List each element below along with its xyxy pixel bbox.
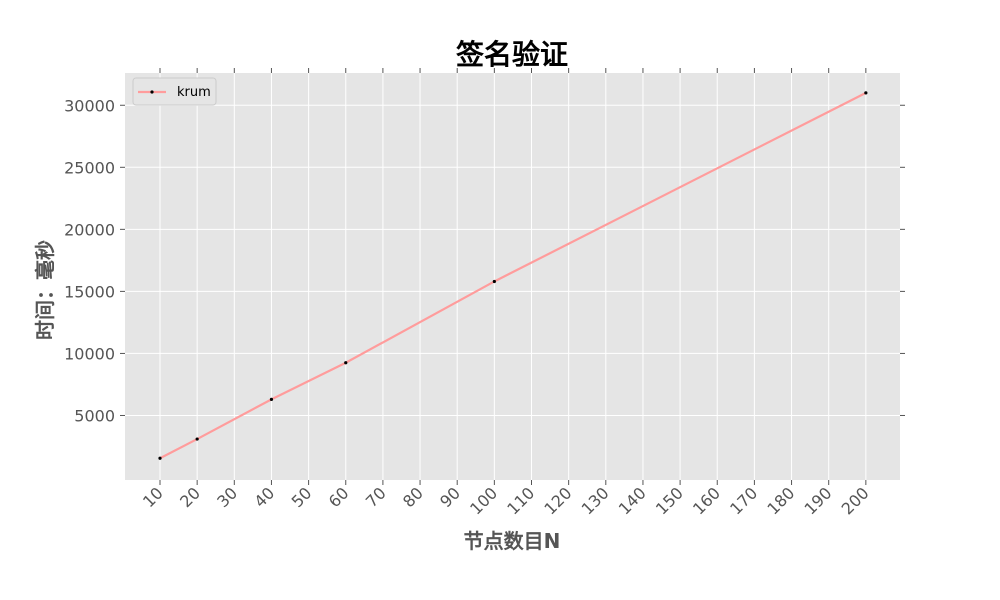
data-point — [344, 361, 348, 365]
series-layer — [158, 91, 868, 460]
y-tick-label: 10000 — [64, 344, 115, 363]
data-point — [492, 279, 496, 284]
legend-box — [132, 77, 217, 106]
y-tick-label: 30000 — [64, 96, 115, 115]
chart-title: 签名验证 — [456, 38, 568, 71]
data-point — [864, 91, 868, 95]
y-tick-label: 5000 — [74, 406, 115, 425]
data-point — [195, 437, 199, 441]
y-tick-label: 25000 — [64, 158, 115, 177]
data-point — [158, 456, 162, 460]
y-tick-label: 15000 — [64, 282, 115, 301]
x-axis-label: 节点数目N — [464, 529, 561, 553]
legend: krum — [132, 77, 217, 106]
y-axis-label: 时间：毫秒 — [33, 240, 57, 340]
legend-marker — [150, 90, 154, 94]
series-line-krum — [159, 91, 867, 460]
y-tick-label: 20000 — [64, 220, 115, 239]
grid — [125, 73, 900, 480]
data-point — [269, 397, 274, 401]
legend-label: krum — [177, 85, 211, 100]
